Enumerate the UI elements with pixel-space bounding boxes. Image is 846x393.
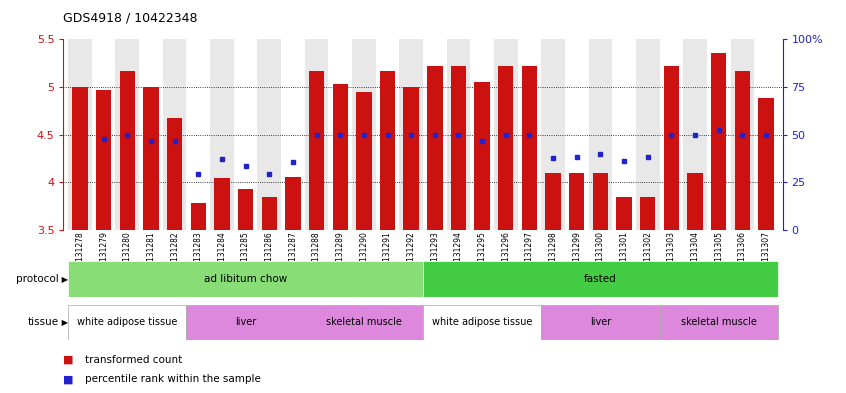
Bar [730,39,754,230]
Bar [518,39,541,230]
Bar [687,173,703,230]
Bar [72,87,88,230]
Bar [754,39,777,230]
Text: liver: liver [590,317,611,327]
Bar [69,39,92,230]
Bar [498,66,514,230]
Text: skeletal muscle: skeletal muscle [681,317,756,327]
Text: skeletal muscle: skeletal muscle [326,317,402,327]
Bar [257,39,281,230]
Bar [522,66,537,230]
Bar [167,118,183,230]
Bar [494,39,518,230]
Bar [261,196,277,230]
Bar [541,39,565,230]
Bar [660,305,777,340]
Bar [328,39,352,230]
Bar [565,39,589,230]
Bar [143,87,159,230]
Bar [210,39,233,230]
Bar [546,173,561,230]
Text: liver: liver [235,317,256,327]
Text: white adipose tissue: white adipose tissue [432,317,532,327]
Bar [96,90,112,230]
Bar [636,39,660,230]
Bar [707,39,730,230]
Bar [69,305,186,340]
Bar [399,39,423,230]
Bar [423,261,777,297]
Bar [423,305,541,340]
Bar [332,84,348,230]
Bar [190,203,206,230]
Text: ■: ■ [63,374,74,384]
Bar [309,71,324,230]
Bar [711,53,727,230]
Text: ■: ■ [63,354,74,365]
Bar [356,92,371,230]
Text: tissue: tissue [28,317,59,327]
Bar [92,39,116,230]
Bar [233,39,257,230]
Bar [569,173,585,230]
Bar [447,39,470,230]
Bar [589,39,613,230]
Bar [593,173,608,230]
Bar [380,71,395,230]
Text: percentile rank within the sample: percentile rank within the sample [85,374,261,384]
Bar [470,39,494,230]
Text: protocol: protocol [16,274,59,284]
Bar [684,39,707,230]
Bar [119,71,135,230]
Bar [451,66,466,230]
Bar [305,39,328,230]
Bar [116,39,139,230]
Bar [660,39,684,230]
Bar [186,39,210,230]
Bar [663,66,679,230]
Bar [617,196,632,230]
Bar [475,82,490,230]
Text: GDS4918 / 10422348: GDS4918 / 10422348 [63,12,198,25]
Bar [281,39,305,230]
Bar [214,178,229,230]
Bar [352,39,376,230]
Bar [427,66,442,230]
Bar [238,189,253,230]
Text: transformed count: transformed count [85,354,182,365]
Bar [758,98,774,230]
Bar [734,71,750,230]
Text: ▶: ▶ [59,275,69,283]
Bar [139,39,162,230]
Bar [404,87,419,230]
Text: white adipose tissue: white adipose tissue [77,317,178,327]
Bar [162,39,186,230]
Text: ad libitum chow: ad libitum chow [204,274,287,284]
Bar [305,305,423,340]
Bar [541,305,660,340]
Text: fasted: fasted [584,274,617,284]
Bar [613,39,636,230]
Bar [285,176,300,230]
Bar [640,196,656,230]
Text: ▶: ▶ [59,318,69,327]
Bar [376,39,399,230]
Bar [186,305,305,340]
Bar [69,261,423,297]
Bar [423,39,447,230]
